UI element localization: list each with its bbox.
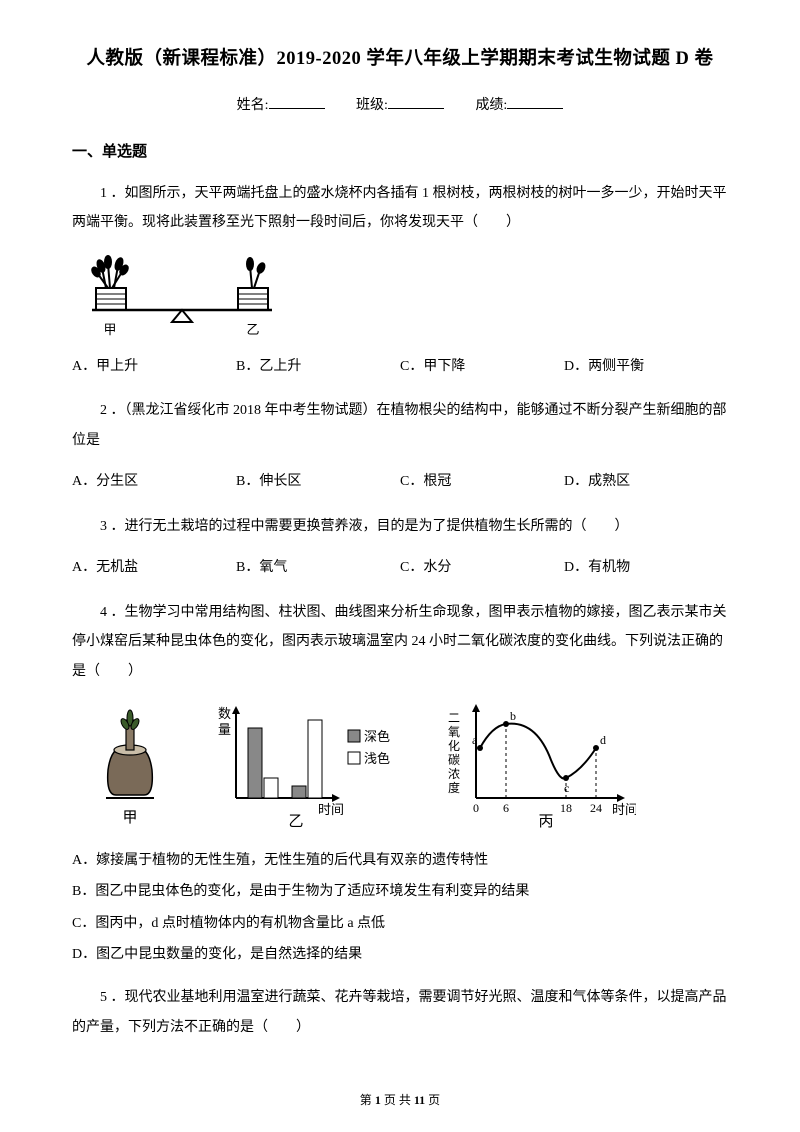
svg-text:碳: 碳 — [448, 753, 460, 767]
student-fields: 姓名: 班级: 成绩: — [72, 94, 728, 114]
svg-text:量: 量 — [218, 722, 231, 737]
svg-text:6: 6 — [503, 801, 509, 815]
q3-optB[interactable]: B．氧气 — [236, 555, 400, 582]
svg-text:c: c — [564, 781, 569, 795]
svg-text:24: 24 — [590, 801, 602, 815]
svg-text:乙: 乙 — [288, 814, 303, 830]
q1-optB[interactable]: B．乙上升 — [236, 354, 400, 381]
q1-stem: 1 ．如图所示，天平两端托盘上的盛水烧杯内各插有 1 根树枝，两根树枝的树叶一多… — [72, 179, 728, 238]
svg-text:化: 化 — [448, 739, 460, 753]
footer-pre: 第 — [360, 1093, 375, 1107]
svg-text:0: 0 — [473, 801, 479, 815]
svg-text:深色: 深色 — [364, 729, 390, 744]
q4-figures: 甲 数 量 时间 深色 浅色 乙 二 氧 化 碳 浓 度 时间 — [86, 700, 728, 830]
svg-text:a: a — [472, 733, 478, 747]
q4-optD[interactable]: D．图乙中昆虫数量的变化，是自然选择的结果 — [72, 940, 728, 969]
svg-text:甲: 甲 — [122, 810, 137, 826]
svg-text:度: 度 — [448, 780, 460, 795]
footer-mid: 页 共 — [381, 1093, 414, 1107]
score-blank[interactable] — [507, 95, 563, 109]
svg-text:氧: 氧 — [448, 725, 460, 739]
q3-optD[interactable]: D．有机物 — [564, 555, 728, 582]
name-label: 姓名: — [237, 98, 269, 113]
svg-text:二: 二 — [448, 711, 460, 725]
section-heading: 一、单选题 — [72, 140, 728, 161]
q4-optC[interactable]: C．图丙中，d 点时植物体内的有机物含量比 a 点低 — [72, 909, 728, 938]
q2-optB[interactable]: B．伸长区 — [236, 469, 400, 496]
q4-optA[interactable]: A．嫁接属于植物的无性生殖，无性生殖的后代具有双亲的遗传特性 — [72, 846, 728, 875]
name-blank[interactable] — [269, 95, 325, 109]
score-label: 成绩: — [475, 98, 507, 113]
q1-optA[interactable]: A．甲上升 — [72, 354, 236, 381]
svg-text:数: 数 — [218, 706, 231, 721]
footer-total: 11 — [414, 1093, 425, 1107]
q2-optA[interactable]: A．分生区 — [72, 469, 236, 496]
q3-optC[interactable]: C．水分 — [400, 555, 564, 582]
q1-optD[interactable]: D．两侧平衡 — [564, 354, 728, 381]
q3-stem: 3 ．进行无土栽培的过程中需要更换营养液，目的是为了提供植物生长所需的（ ） — [72, 512, 728, 541]
q2-optD[interactable]: D．成熟区 — [564, 469, 728, 496]
svg-text:18: 18 — [560, 801, 572, 815]
svg-text:乙: 乙 — [246, 322, 259, 337]
q4-optB[interactable]: B．图乙中昆虫体色的变化，是由于生物为了适应环境发生有利变异的结果 — [72, 877, 728, 906]
svg-text:丙: 丙 — [538, 814, 553, 830]
q4-fig-bing: 二 氧 化 碳 浓 度 时间 0 6 18 24 a b c d 丙 — [436, 700, 636, 830]
q2-options: A．分生区 B．伸长区 C．根冠 D．成熟区 — [72, 469, 728, 496]
q4-fig-jia: 甲 — [86, 700, 176, 830]
page-title: 人教版（新课程标准）2019-2020 学年八年级上学期期末考试生物试题 D 卷 — [72, 44, 728, 70]
q2-optC[interactable]: C．根冠 — [400, 469, 564, 496]
q3-optA[interactable]: A．无机盐 — [72, 555, 236, 582]
q1-optC[interactable]: C．甲下降 — [400, 354, 564, 381]
q5-stem: 5 ．现代农业基地利用温室进行蔬菜、花卉等栽培，需要调节好光照、温度和气体等条件… — [72, 983, 728, 1042]
svg-text:浓: 浓 — [448, 767, 460, 781]
svg-text:d: d — [600, 733, 606, 747]
page-footer: 第 1 页 共 11 页 — [0, 1091, 800, 1108]
footer-suf: 页 — [425, 1093, 440, 1107]
svg-text:b: b — [510, 709, 516, 723]
q3-options: A．无机盐 B．氧气 C．水分 D．有机物 — [72, 555, 728, 582]
class-blank[interactable] — [388, 95, 444, 109]
q4-fig-yi: 数 量 时间 深色 浅色 乙 — [206, 700, 406, 830]
q4-stem: 4 ．生物学习中常用结构图、柱状图、曲线图来分析生命现象，图甲表示植物的嫁接，图… — [72, 598, 728, 686]
q2-stem: 2 ．（黑龙江省绥化市 2018 年中考生物试题）在植物根尖的结构中，能够通过不… — [72, 396, 728, 455]
q1-figure: 甲 乙 — [72, 252, 728, 340]
svg-text:甲: 甲 — [103, 322, 116, 337]
class-label: 班级: — [356, 98, 388, 113]
svg-text:时间: 时间 — [612, 802, 636, 817]
q1-options: A．甲上升 B．乙上升 C．甲下降 D．两侧平衡 — [72, 354, 728, 381]
svg-text:时间: 时间 — [318, 802, 344, 817]
svg-text:浅色: 浅色 — [364, 751, 390, 766]
